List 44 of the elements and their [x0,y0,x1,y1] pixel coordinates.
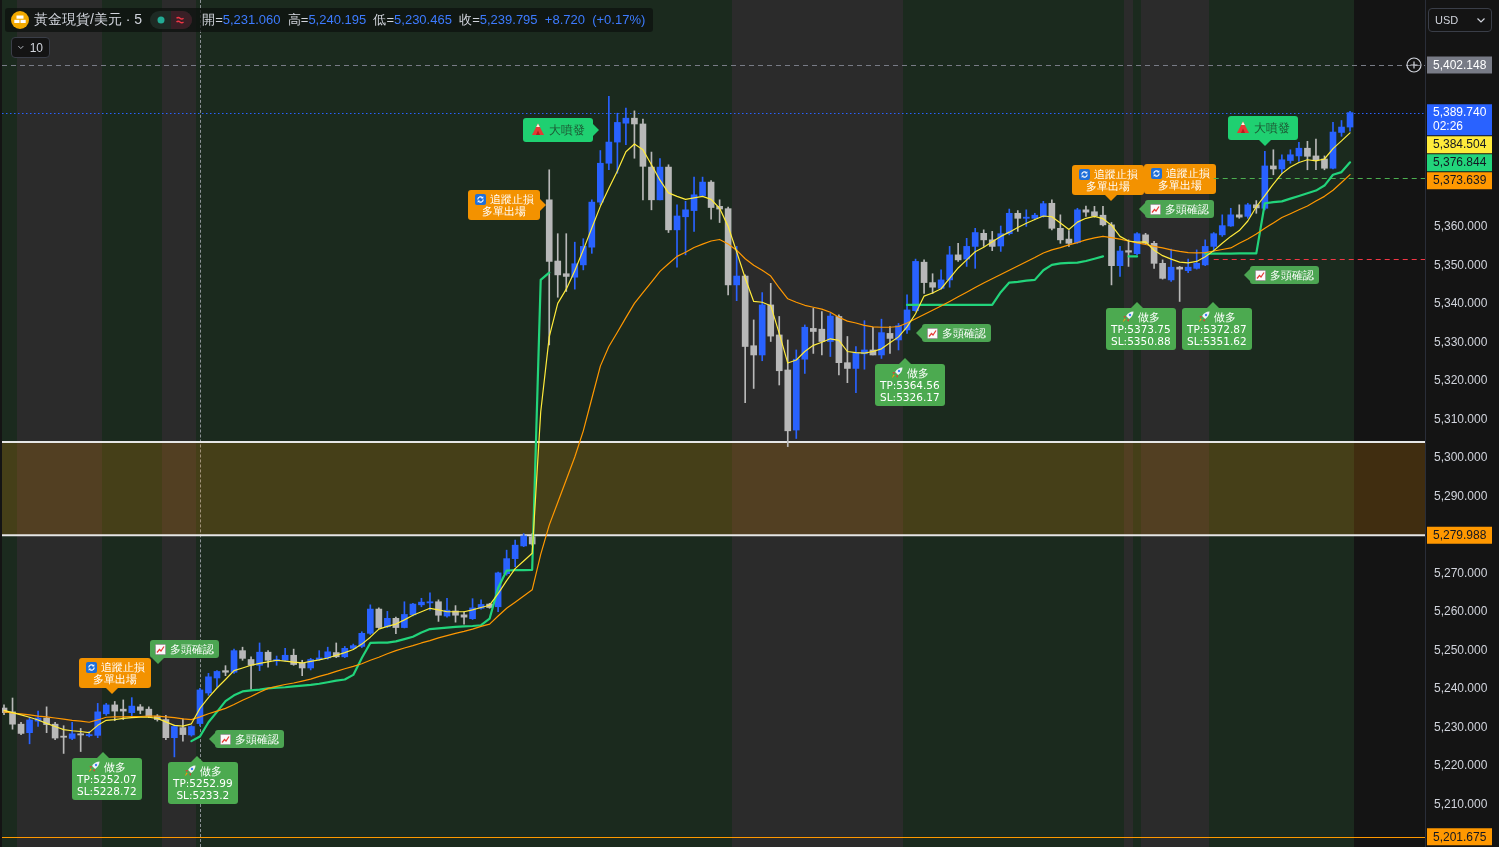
y-tick-label: 5,230.000 [1434,719,1488,734]
y-tick-label: 5,320.000 [1434,373,1488,388]
text: 黃金現貨/美元 · 5 [34,11,143,29]
annotation: 做多 TP:5252.99 SL:5233.2 [168,762,238,804]
y-tick-label: 5,330.000 [1434,334,1488,349]
annotation: 追蹤止損多單出場 [1072,165,1144,195]
y-tick-label: 5,290.000 [1434,488,1488,503]
annotation: 追蹤止損多單出場 [79,658,151,688]
y-tick-label: 5,350.000 [1434,257,1488,272]
annotation: 多頭確認 [922,324,991,342]
annotation: 追蹤止損多單出場 [1144,164,1216,194]
text: 5,373.639 [1433,173,1487,188]
text: 5,376.844 [1433,155,1487,170]
annotation: 做多 TP:5364.56 SL:5326.17 [875,364,945,406]
y-tick-label: 5,220.000 [1434,758,1488,773]
y-tick-label: 5,210.000 [1434,796,1488,811]
annotation: 做多 TP:5372.87 SL:5351.62 [1182,308,1252,350]
y-tick-label: 5,250.000 [1434,642,1488,657]
annotation: 做多 TP:5252.07 SL:5228.72 [72,758,142,800]
ref-line-label: 5,201.675 [1433,829,1487,844]
y-tick-label: 5,260.000 [1434,604,1488,619]
annotation: 10 [29,40,43,55]
annotation: 多頭確認 [1250,266,1319,284]
y-tick-label: 5,340.000 [1434,296,1488,311]
y-tick-label: 5,310.000 [1434,411,1488,426]
text: 開=5,231.060 高=5,240.195 低=5,230.465 收=5,239.795 +8.720 (+0.17%) [202,12,646,27]
ref-line-label: 5,389.740 02:26 [1433,105,1487,134]
dropdown-button: USD [1428,8,1492,32]
annotation: 大噴發 [523,118,593,142]
toggle-button: 10 [11,37,50,58]
ref-line-label: 5,402.148 [1433,57,1487,72]
band-label: 5,279.988 [1433,528,1487,543]
y-tick-label: 5,360.000 [1434,219,1488,234]
annotation: 多頭確認 [1145,200,1214,218]
y-tick-label: 5,240.000 [1434,681,1488,696]
annotation: 多頭確認 [150,640,219,658]
text: 5,384.504 [1433,137,1487,152]
y-tick-label: 5,300.000 [1434,450,1488,465]
y-tick-label: 5,270.000 [1434,565,1488,580]
annotation: 追蹤止損多單出場 [468,190,540,220]
annotation: 大噴發 [1228,116,1298,140]
candlestick [562,233,570,292]
annotation: 做多 TP:5373.75 SL:5350.88 [1106,308,1176,350]
annotation: 多頭確認 [215,730,284,748]
